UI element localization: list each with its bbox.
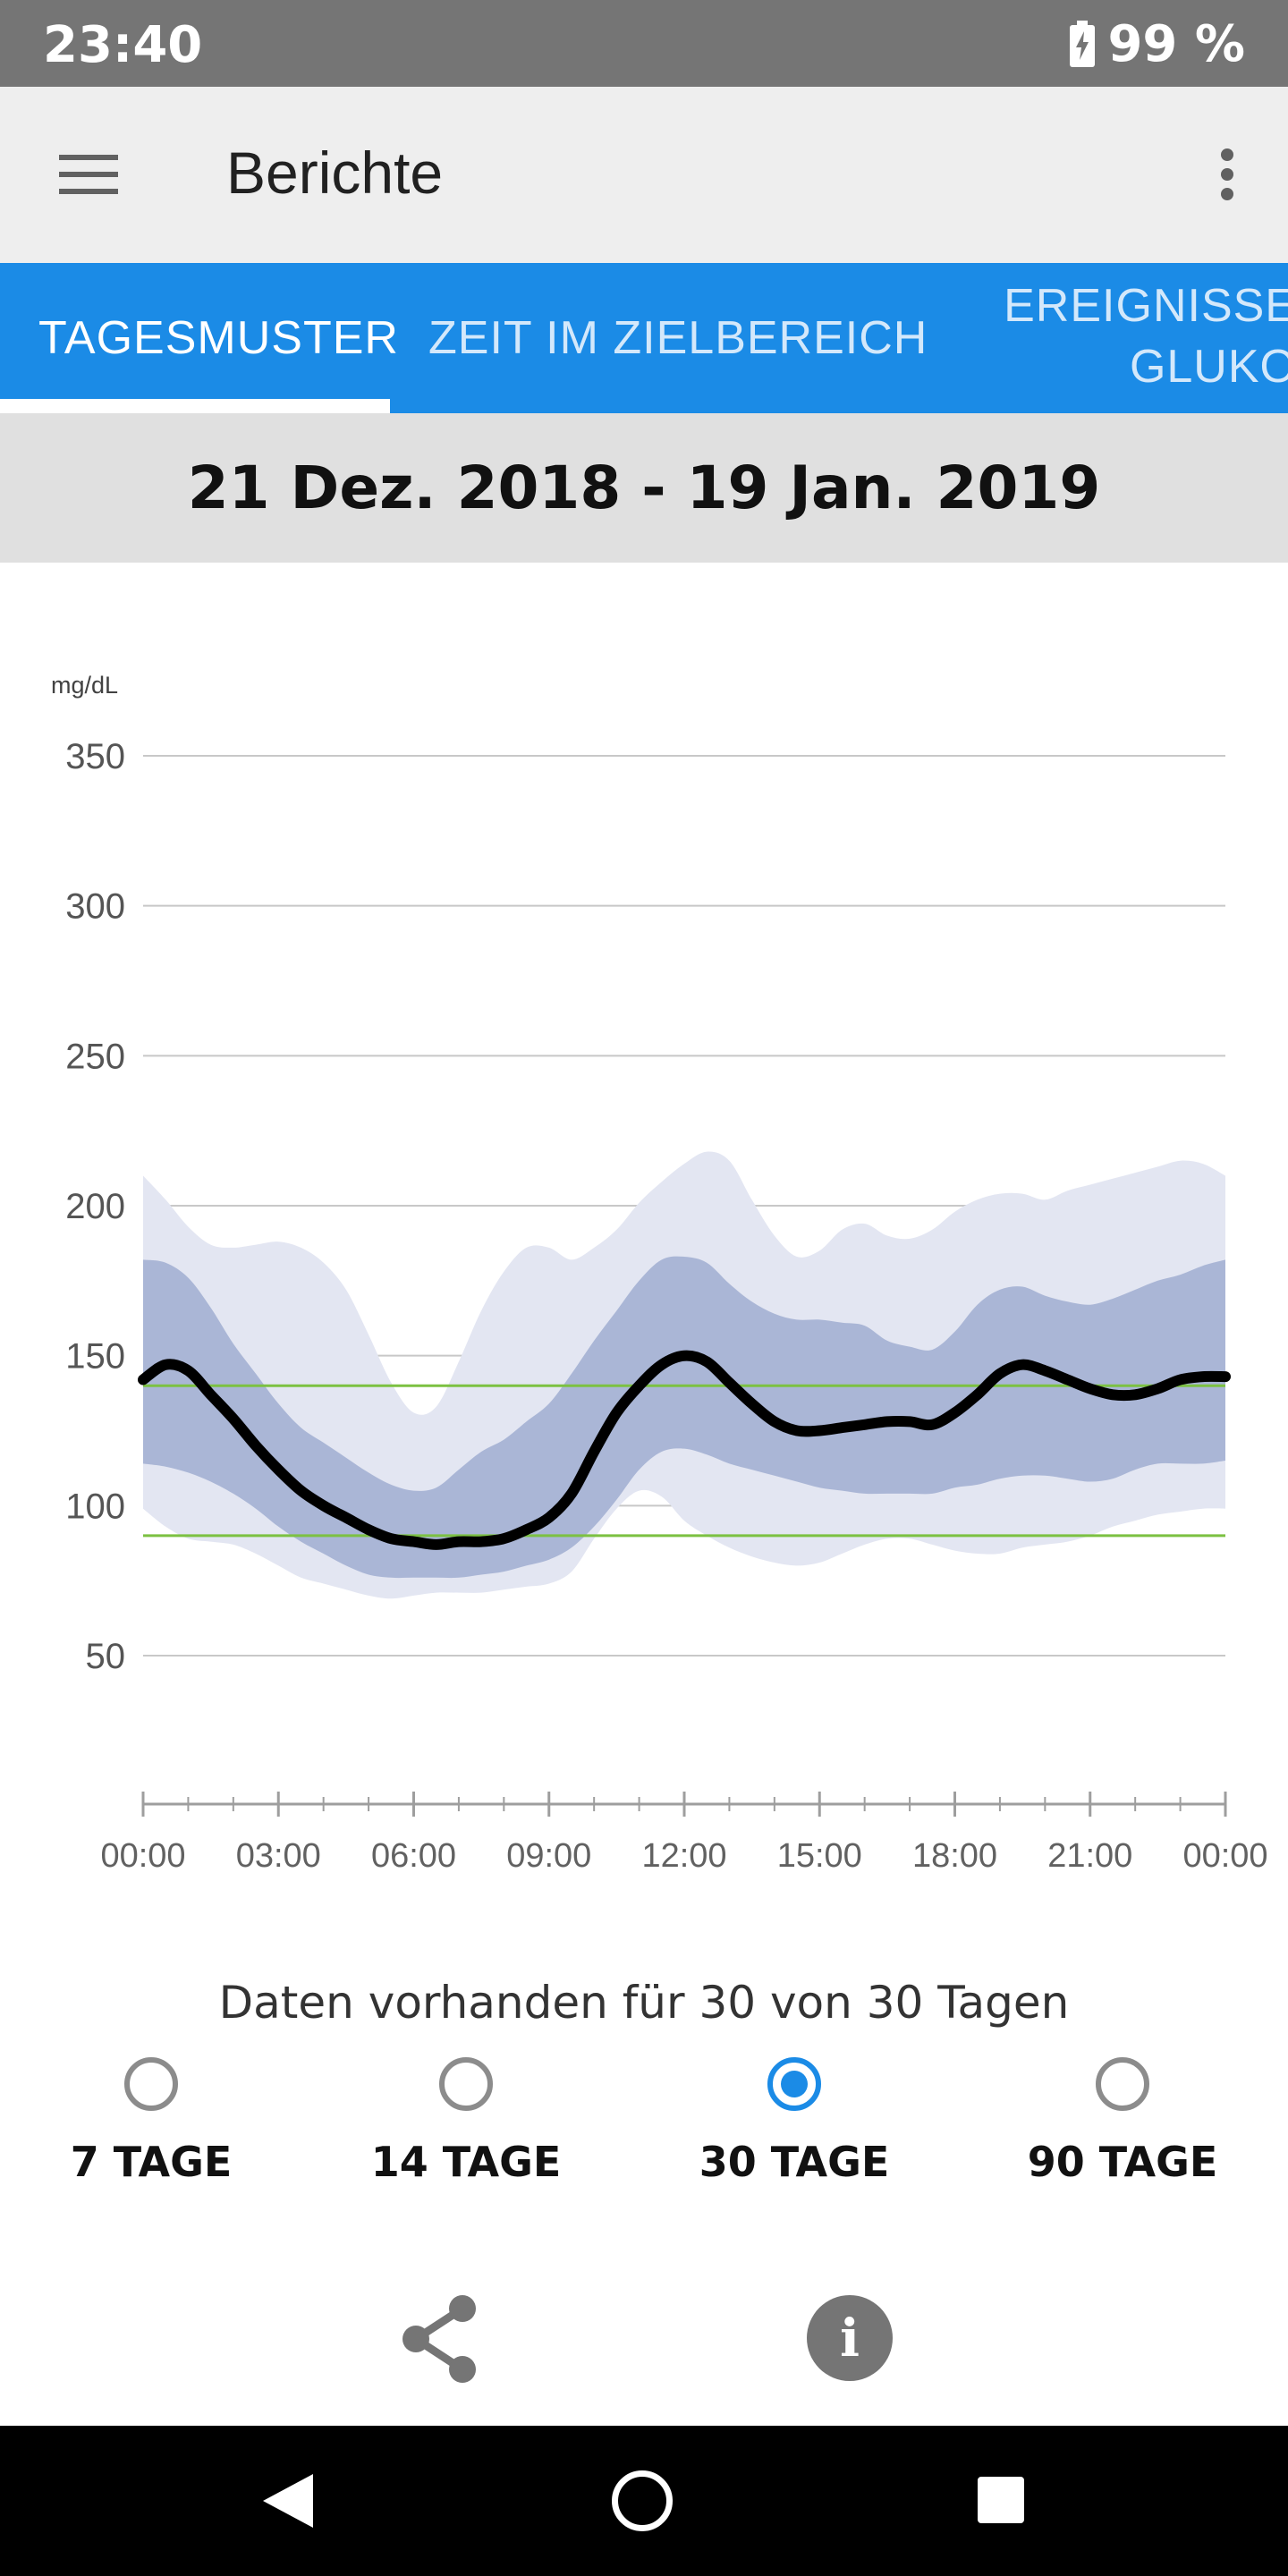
- tab-zeit-im-zielbereich[interactable]: ZEIT IM ZIELBEREICH: [428, 312, 928, 364]
- tab-ereignisse-line1: EREIGNISSE: [1004, 280, 1288, 332]
- status-right: 99 %: [1070, 14, 1245, 73]
- info-icon: i: [839, 2308, 860, 2368]
- info-button[interactable]: i: [807, 2295, 893, 2381]
- battery-level: 99 %: [1107, 14, 1245, 73]
- x-tick-label: 18:00: [912, 1837, 997, 1875]
- menu-button[interactable]: [39, 131, 138, 217]
- battery-charging-icon: [1070, 21, 1096, 67]
- y-tick-label: 200: [65, 1187, 125, 1226]
- page-title: Berichte: [226, 140, 444, 206]
- radio-90-tage[interactable]: [1096, 2057, 1149, 2111]
- range-option-90[interactable]: 90 TAGE: [988, 2057, 1257, 2186]
- app-bar: Berichte: [0, 87, 1288, 263]
- home-circle-icon[interactable]: [612, 2470, 673, 2531]
- system-nav-bar: [0, 2426, 1288, 2576]
- x-tick-label: 21:00: [1047, 1837, 1132, 1875]
- data-availability-text: Daten vorhanden für 30 von 30 Tagen: [218, 1977, 1070, 2029]
- x-tick-label: 15:00: [777, 1837, 862, 1875]
- range-option-30[interactable]: 30 TAGE: [660, 2057, 928, 2186]
- radio-14-tage[interactable]: [439, 2057, 493, 2111]
- range-label-30: 30 TAGE: [699, 2138, 890, 2186]
- tab-tagesmuster[interactable]: TAGESMUSTER: [38, 312, 399, 364]
- share-icon: [402, 2295, 476, 2383]
- x-tick-label: 09:00: [506, 1837, 591, 1875]
- y-tick-label: 300: [65, 887, 125, 927]
- x-tick-label: 00:00: [100, 1837, 185, 1875]
- chart-median-line: [138, 1350, 1231, 1550]
- x-tick-label: 12:00: [641, 1837, 726, 1875]
- back-triangle-icon[interactable]: [250, 2465, 322, 2537]
- chart-svg: mg/dL 50 100 150 200 250 300 350 00:00 03:00 06:0…: [51, 672, 1268, 1875]
- x-tick-label: 03:00: [236, 1837, 321, 1875]
- tab-ereignisse-glukose[interactable]: EREIGNISSE GLUKO: [1004, 275, 1288, 397]
- y-unit-label: mg/dL: [51, 672, 118, 699]
- daily-pattern-chart: mg/dL 50 100 150 200 250 300 350 00:00 03:00 06:0…: [0, 563, 1288, 1922]
- y-tick-label: 150: [65, 1337, 125, 1377]
- radio-30-tage[interactable]: [767, 2057, 821, 2111]
- x-tick-label: 06:00: [371, 1837, 456, 1875]
- tab-indicator: [0, 399, 390, 413]
- x-tick-label: 00:00: [1182, 1837, 1267, 1875]
- status-bar: 23:40 99 %: [0, 0, 1288, 87]
- range-label-7: 7 TAGE: [70, 2138, 233, 2186]
- tab-ereignisse-line2: GLUKO: [1129, 341, 1288, 393]
- chart-band-p25-p75: [143, 1256, 1225, 1579]
- more-vert-icon: [1221, 148, 1233, 200]
- share-button[interactable]: [394, 2290, 484, 2388]
- y-tick-label: 350: [65, 737, 125, 776]
- overflow-menu-button[interactable]: [1184, 131, 1270, 217]
- y-tick-label: 100: [65, 1487, 125, 1526]
- range-option-7[interactable]: 7 TAGE: [17, 2057, 285, 2186]
- range-label-90: 90 TAGE: [1027, 2138, 1218, 2186]
- y-tick-label: 250: [65, 1037, 125, 1076]
- status-time: 23:40: [43, 16, 203, 74]
- hamburger-menu-icon: [59, 155, 118, 194]
- y-tick-label: 50: [86, 1637, 126, 1676]
- radio-7-tage[interactable]: [124, 2057, 178, 2111]
- date-range-bar: 21 Dez. 2018 - 19 Jan. 2019: [0, 413, 1288, 563]
- range-option-14[interactable]: 14 TAGE: [332, 2057, 600, 2186]
- date-range: 21 Dez. 2018 - 19 Jan. 2019: [187, 453, 1101, 522]
- recents-square-icon[interactable]: [978, 2477, 1024, 2523]
- report-tabs: TAGESMUSTER ZEIT IM ZIELBEREICH EREIGNIS…: [0, 263, 1288, 413]
- range-label-14: 14 TAGE: [370, 2138, 562, 2186]
